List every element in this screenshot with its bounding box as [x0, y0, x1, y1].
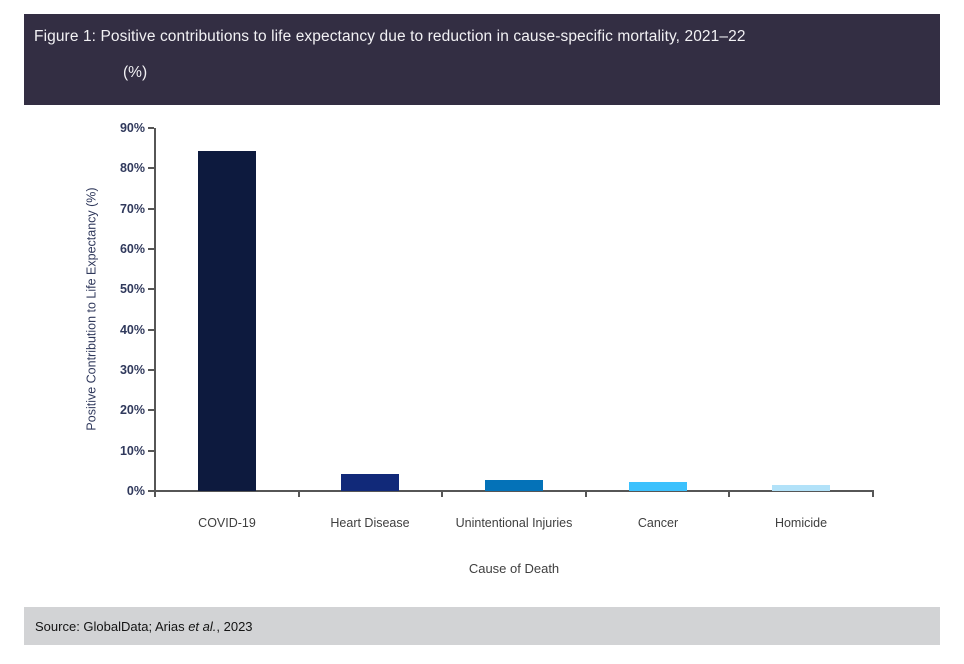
y-tick-mark: [148, 208, 154, 210]
category-label-cancer: Cancer: [637, 516, 679, 530]
x-tick-mark: [298, 491, 300, 497]
y-tick-mark: [148, 490, 154, 492]
x-tick-mark: [441, 491, 443, 497]
x-tick-mark: [154, 491, 156, 497]
category-label-unintentional-injuries: Unintentional Injuries: [455, 516, 573, 530]
figure-title-line1: Figure 1: Positive contributions to life…: [34, 28, 746, 45]
y-tick-mark: [148, 329, 154, 331]
bar-cancer: [629, 482, 687, 491]
x-axis-title: Cause of Death: [468, 561, 560, 576]
bar-unintentional-injuries: [485, 480, 543, 491]
y-tick-mark: [148, 369, 154, 371]
y-tick-label: 30%: [119, 363, 145, 377]
y-tick-mark: [148, 409, 154, 411]
bar-heart-disease: [341, 474, 399, 491]
y-tick-label: 90%: [119, 121, 145, 135]
figure-title-line2: (%): [123, 64, 148, 81]
x-tick-mark: [585, 491, 587, 497]
source-suffix: , 2023: [216, 618, 253, 634]
y-axis-line: [154, 128, 156, 491]
y-tick-mark: [148, 450, 154, 452]
category-label-homicide: Homicide: [774, 516, 828, 530]
y-tick-label: 0%: [126, 484, 145, 498]
figure-title-band: Figure 1: Positive contributions to life…: [24, 14, 940, 105]
y-tick-mark: [148, 127, 154, 129]
category-label-heart-disease: Heart Disease: [330, 516, 410, 530]
y-tick-label: 10%: [119, 444, 145, 458]
y-tick-label: 20%: [119, 403, 145, 417]
source-bar: Source: GlobalData; Arias et al., 2023: [24, 607, 940, 645]
x-tick-mark: [872, 491, 874, 497]
y-axis-title: Positive Contribution to Life Expectancy…: [84, 186, 98, 431]
source-citation-italic: et al.: [188, 618, 217, 634]
bar-covid-19: [198, 151, 256, 491]
bar-homicide: [772, 485, 830, 491]
y-tick-label: 40%: [119, 323, 145, 337]
y-tick-mark: [148, 288, 154, 290]
category-label-covid-19: COVID-19: [198, 516, 256, 530]
y-tick-label: 70%: [119, 202, 145, 216]
y-tick-mark: [148, 167, 154, 169]
y-tick-label: 60%: [119, 242, 145, 256]
x-axis-line: [154, 490, 874, 492]
source-text: Source: GlobalData; Arias et al., 2023: [24, 619, 253, 634]
source-prefix: Source: GlobalData; Arias: [35, 618, 189, 634]
y-tick-label: 50%: [119, 282, 145, 296]
y-tick-mark: [148, 248, 154, 250]
y-tick-label: 80%: [119, 161, 145, 175]
x-tick-mark: [728, 491, 730, 497]
